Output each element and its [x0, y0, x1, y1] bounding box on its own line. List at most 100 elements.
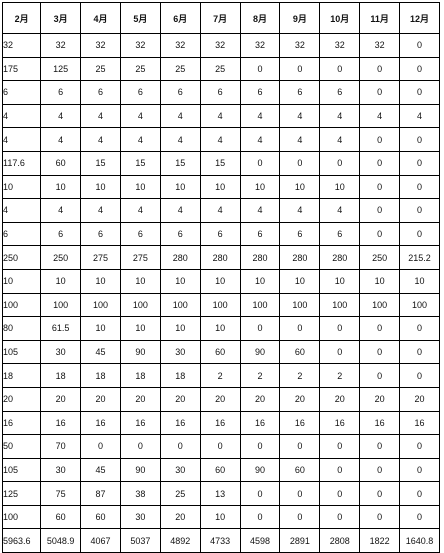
table-cell: 250: [40, 245, 82, 270]
table-cell: 10: [80, 316, 121, 341]
table-cell: 20: [279, 386, 321, 412]
table-row: 10 10 10 10 10 10 10 10 10 10 10: [1, 268, 440, 294]
table-cell: 0: [399, 221, 440, 247]
table-cell: 4892: [159, 528, 201, 553]
table-cell: 10: [359, 268, 401, 294]
table-cell: 250: [359, 245, 401, 270]
table-cell: 4: [119, 127, 161, 152]
table-body: 32 32 32 32 32 32 32 32 32 32 0 175 125 25 25 25 25 0 0 0 0 0…: [1, 33, 440, 553]
table-cell: 10: [80, 268, 121, 294]
table-cell: 125: [1, 481, 42, 506]
table-cell: 32: [80, 33, 121, 58]
table-cell: 2: [239, 363, 281, 388]
table-cell: 10: [399, 268, 440, 294]
table-cell: 16: [399, 410, 440, 436]
table-cell: 30: [40, 339, 82, 365]
table-cell: 15: [159, 150, 201, 176]
column-header: 7月: [199, 2, 241, 34]
table-cell: 20: [399, 386, 440, 412]
table-row: 105 30 45 90 30 60 90 60 0 0 0: [1, 457, 440, 483]
table-cell: 0: [239, 434, 281, 459]
table-cell: 6: [279, 221, 321, 247]
table-cell: 0: [399, 127, 440, 152]
column-header: 3月: [40, 2, 82, 34]
table-cell: 0: [319, 434, 361, 459]
table-cell: 0: [399, 363, 440, 388]
table-cell: 0: [279, 434, 321, 459]
table-cell: 10: [199, 316, 241, 341]
table-cell: 175: [1, 56, 42, 82]
table-cell: 1822: [359, 528, 401, 553]
table-cell: 6: [279, 80, 321, 105]
table-row: 175 125 25 25 25 25 0 0 0 0 0: [1, 56, 440, 82]
column-header: 10月: [319, 2, 361, 34]
table-cell: 25: [80, 56, 121, 82]
table-cell: 4: [80, 198, 121, 223]
table-cell: 0: [359, 198, 401, 223]
table-cell: 20: [1, 386, 42, 412]
table-cell: 10: [239, 268, 281, 294]
table-cell: 0: [359, 481, 401, 506]
table-cell: 100: [279, 292, 321, 318]
table-cell: 0: [319, 150, 361, 176]
table-cell: 0: [279, 150, 321, 176]
table-row: 125 75 87 38 25 13 0 0 0 0 0: [1, 481, 440, 506]
table-cell: 61.5: [40, 316, 82, 341]
table-cell: 2: [319, 363, 361, 388]
table-cell: 10: [119, 268, 161, 294]
table-cell: 16: [119, 410, 161, 436]
table-cell: 20: [159, 386, 201, 412]
table-row: 117.6 60 15 15 15 15 0 0 0 0 0: [1, 150, 440, 176]
table-cell: 6: [319, 80, 361, 105]
table-cell: 280: [159, 245, 201, 270]
table-row: 50 70 0 0 0 0 0 0 0 0 0: [1, 434, 440, 459]
table-cell: 0: [239, 481, 281, 506]
table-cell: 1640.8: [399, 528, 440, 553]
table-cell: 4: [1, 103, 42, 129]
table-cell: 0: [279, 504, 321, 530]
table-cell: 100: [399, 292, 440, 318]
table-cell: 16: [159, 410, 201, 436]
table-cell: 0: [319, 457, 361, 483]
table-cell: 10: [279, 268, 321, 294]
table-cell: 60: [199, 457, 241, 483]
table-cell: 16: [359, 410, 401, 436]
table-cell: 4: [40, 103, 82, 129]
table-cell: 32: [159, 33, 201, 58]
table-cell: 45: [80, 339, 121, 365]
table-cell: 10: [159, 268, 201, 294]
table-cell: 90: [119, 339, 161, 365]
table-cell: 18: [159, 363, 201, 388]
table-cell: 10: [119, 174, 161, 200]
table-cell: 20: [119, 386, 161, 412]
table-cell: 4: [279, 103, 321, 129]
table-cell: 0: [80, 434, 121, 459]
table-cell: 20: [239, 386, 281, 412]
table-row: 10 10 10 10 10 10 10 10 10 0 0: [1, 174, 440, 200]
table-cell: 4: [80, 103, 121, 129]
table-cell: 4: [239, 198, 281, 223]
table-cell: 16: [199, 410, 241, 436]
table-cell: 6: [119, 221, 161, 247]
table-cell: 0: [359, 457, 401, 483]
table-cell: 4: [279, 127, 321, 152]
table-cell: 100: [1, 292, 42, 318]
table-cell: 100: [40, 292, 82, 318]
table-cell: 18: [40, 363, 82, 388]
table-cell: 105: [1, 339, 42, 365]
table-cell: 38: [119, 481, 161, 506]
table-cell: 90: [239, 339, 281, 365]
table-cell: 4598: [239, 528, 281, 553]
table-cell: 4: [199, 198, 241, 223]
table-cell: 280: [239, 245, 281, 270]
table-cell: 60: [40, 150, 82, 176]
table-cell: 16: [319, 410, 361, 436]
table-cell: 10: [319, 268, 361, 294]
table-cell: 4: [80, 127, 121, 152]
table-cell: 2891: [279, 528, 321, 553]
table-cell: 0: [399, 174, 440, 200]
table-cell: 25: [159, 56, 201, 82]
table-cell: 0: [119, 434, 161, 459]
